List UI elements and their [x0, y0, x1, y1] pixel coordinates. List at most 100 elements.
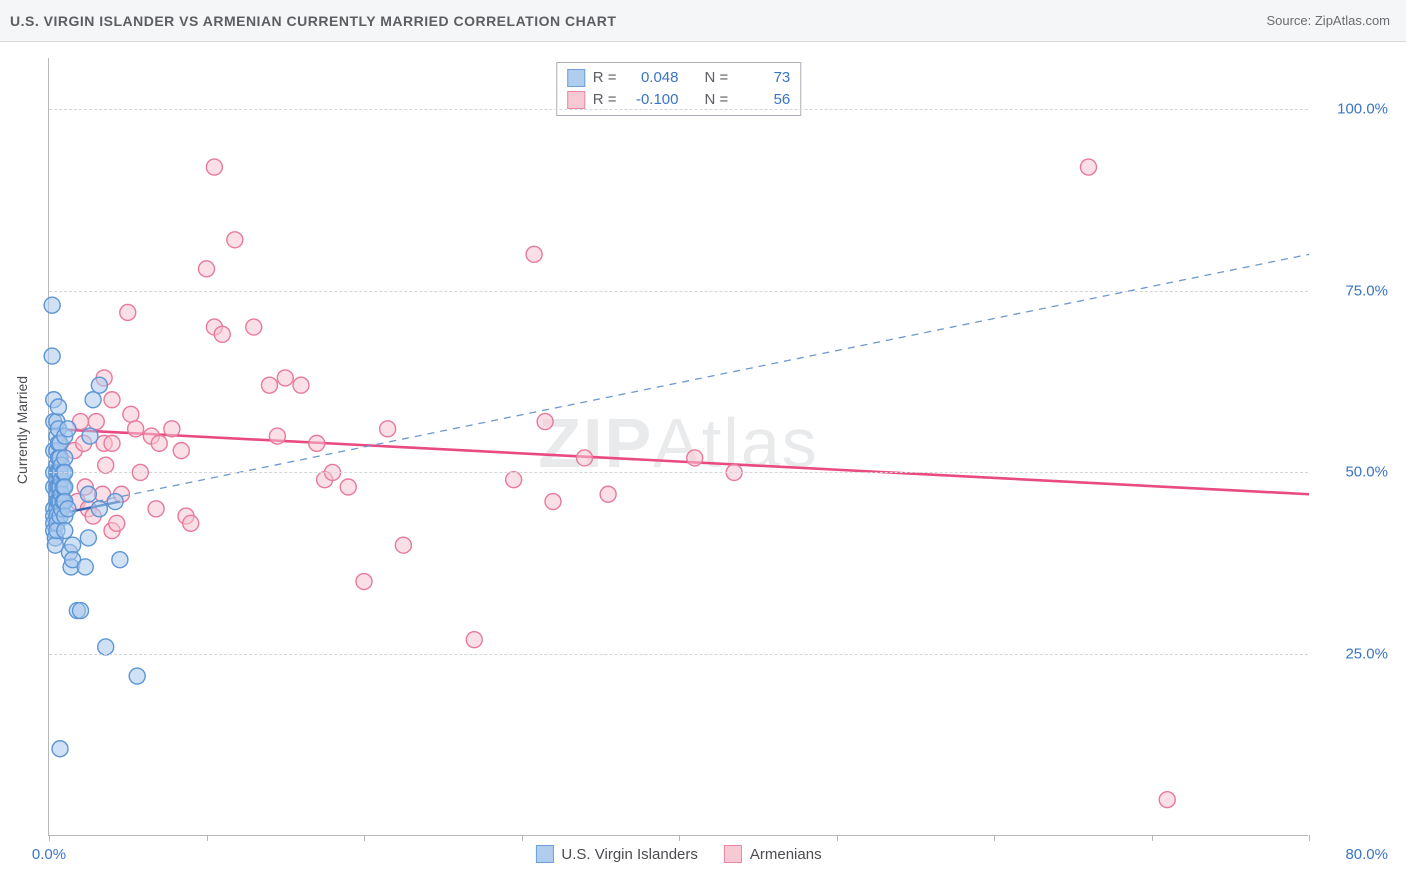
data-point-arm — [506, 472, 522, 488]
data-point-usvi — [98, 639, 114, 655]
r-label: R = — [593, 89, 617, 111]
x-tick — [1152, 835, 1153, 841]
r-value-arm: -0.100 — [625, 89, 679, 111]
legend-item-arm: Armenians — [724, 845, 822, 863]
chart-container: U.S. VIRGIN ISLANDER VS ARMENIAN CURRENT… — [0, 0, 1406, 892]
data-point-arm — [356, 574, 372, 590]
x-tick — [522, 835, 523, 841]
data-point-usvi — [73, 603, 89, 619]
data-point-arm — [173, 443, 189, 459]
data-point-arm — [526, 246, 542, 262]
legend-item-usvi: U.S. Virgin Islanders — [535, 845, 697, 863]
x-tick — [679, 835, 680, 841]
data-point-usvi — [57, 479, 73, 495]
data-point-usvi — [60, 501, 76, 517]
data-point-usvi — [47, 537, 63, 553]
data-point-arm — [120, 304, 136, 320]
data-point-usvi — [44, 297, 60, 313]
data-point-usvi — [80, 530, 96, 546]
data-point-arm — [395, 537, 411, 553]
data-point-arm — [123, 406, 139, 422]
n-value-arm: 56 — [736, 89, 790, 111]
data-point-arm — [109, 515, 125, 531]
data-point-usvi — [65, 537, 81, 553]
data-point-arm — [148, 501, 164, 517]
data-point-arm — [246, 319, 262, 335]
data-point-usvi — [107, 494, 123, 510]
data-point-usvi — [91, 501, 107, 517]
swatch-usvi — [567, 69, 585, 87]
x-tick — [364, 835, 365, 841]
stats-legend: R = 0.048 N = 73 R = -0.100 N = 56 — [556, 62, 802, 116]
data-point-arm — [1159, 792, 1175, 808]
stats-row-usvi: R = 0.048 N = 73 — [567, 67, 791, 89]
data-point-arm — [151, 435, 167, 451]
gridline — [49, 109, 1308, 110]
data-point-arm — [98, 457, 114, 473]
x-tick — [837, 835, 838, 841]
x-tick — [994, 835, 995, 841]
data-point-arm — [214, 326, 230, 342]
data-point-arm — [1081, 159, 1097, 175]
data-point-usvi — [77, 559, 93, 575]
data-point-usvi — [52, 741, 68, 757]
data-point-usvi — [57, 523, 73, 539]
x-tick — [49, 835, 50, 841]
data-point-usvi — [80, 486, 96, 502]
data-point-arm — [687, 450, 703, 466]
data-point-arm — [277, 370, 293, 386]
data-point-arm — [466, 632, 482, 648]
data-point-arm — [269, 428, 285, 444]
data-point-arm — [88, 414, 104, 430]
r-label: R = — [593, 67, 617, 89]
gridline — [49, 291, 1308, 292]
data-point-arm — [164, 421, 180, 437]
r-value-usvi: 0.048 — [625, 67, 679, 89]
data-point-arm — [206, 159, 222, 175]
data-point-arm — [183, 515, 199, 531]
data-point-usvi — [44, 348, 60, 364]
data-point-usvi — [57, 450, 73, 466]
chart-svg — [49, 58, 1308, 835]
data-point-arm — [227, 232, 243, 248]
data-point-arm — [262, 377, 278, 393]
data-point-arm — [104, 435, 120, 451]
data-point-usvi — [91, 377, 107, 393]
chart-source: Source: ZipAtlas.com — [1266, 13, 1390, 28]
y-axis-label: Currently Married — [14, 376, 30, 484]
series-legend: U.S. Virgin Islanders Armenians — [535, 845, 821, 863]
n-label: N = — [705, 67, 729, 89]
x-tick — [1309, 835, 1310, 841]
n-label: N = — [705, 89, 729, 111]
y-tick-label: 50.0% — [1318, 464, 1388, 481]
data-point-arm — [104, 392, 120, 408]
data-point-usvi — [112, 552, 128, 568]
legend-swatch-usvi — [535, 845, 553, 863]
data-point-arm — [128, 421, 144, 437]
data-point-arm — [545, 494, 561, 510]
x-tick — [207, 835, 208, 841]
x-axis-min-label: 0.0% — [32, 846, 66, 863]
data-point-usvi — [82, 428, 98, 444]
data-point-usvi — [129, 668, 145, 684]
data-point-arm — [537, 414, 553, 430]
plot-area: ZIPAtlas R = 0.048 N = 73 R = -0.100 N =… — [48, 58, 1308, 836]
swatch-arm — [567, 91, 585, 109]
legend-label-usvi: U.S. Virgin Islanders — [561, 846, 697, 863]
legend-swatch-arm — [724, 845, 742, 863]
data-point-arm — [293, 377, 309, 393]
stats-row-arm: R = -0.100 N = 56 — [567, 89, 791, 111]
gridline — [49, 654, 1308, 655]
data-point-arm — [340, 479, 356, 495]
y-tick-label: 100.0% — [1318, 100, 1388, 117]
data-point-usvi — [50, 399, 66, 415]
data-point-arm — [380, 421, 396, 437]
y-tick-label: 75.0% — [1318, 282, 1388, 299]
gridline — [49, 472, 1308, 473]
data-point-usvi — [85, 392, 101, 408]
data-point-arm — [309, 435, 325, 451]
data-point-arm — [199, 261, 215, 277]
data-point-arm — [577, 450, 593, 466]
data-point-usvi — [60, 421, 76, 437]
n-value-usvi: 73 — [736, 67, 790, 89]
